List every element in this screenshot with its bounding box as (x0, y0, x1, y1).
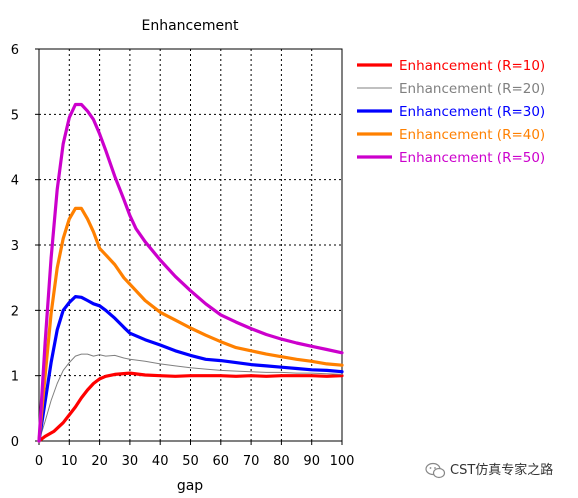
legend-label-5: Enhancement (R=50) (399, 150, 545, 166)
series-layer (37, 102, 344, 443)
watermark: CST仿真专家之路 (425, 462, 553, 479)
series-line-3 (37, 295, 344, 443)
watermark-text: CST仿真专家之路 (450, 462, 553, 478)
x-tick-label: 60 (213, 454, 230, 469)
legend-label-3: Enhancement (R=30) (399, 104, 545, 120)
chart-title: Enhancement (142, 18, 239, 34)
y-tick-label: 4 (11, 174, 19, 189)
x-tick-label: 70 (243, 454, 260, 469)
y-tick-label: 5 (11, 108, 19, 123)
y-tick-label: 6 (11, 43, 19, 58)
legend-label-4: Enhancement (R=40) (399, 127, 545, 143)
x-tick-label: 80 (273, 454, 290, 469)
x-tick-label: 30 (122, 454, 139, 469)
y-tick-label: 1 (11, 370, 19, 385)
grid-layer (39, 49, 342, 441)
x-tick-label: 90 (303, 454, 320, 469)
wechat-logo-icon (425, 462, 446, 479)
series-line-2 (38, 353, 343, 442)
x-tick-label: 0 (35, 454, 43, 469)
series-line-5 (37, 102, 344, 443)
x-tick-label: 100 (330, 454, 355, 469)
y-tick-label: 0 (11, 435, 19, 450)
legend: Enhancement (R=10) Enhancement (R=20) Enha… (357, 58, 545, 166)
text-layer: Enhancement gap (142, 18, 239, 494)
series-line-1 (37, 371, 344, 443)
x-tick-label: 20 (91, 454, 108, 469)
series-line-4 (37, 206, 344, 443)
y-tick-label: 3 (11, 239, 19, 254)
y-tick-label: 2 (11, 304, 19, 319)
x-axis-label: gap (177, 478, 203, 494)
x-tick-label: 50 (182, 454, 199, 469)
x-tick-label: 40 (152, 454, 169, 469)
legend-label-2: Enhancement (R=20) (399, 81, 545, 97)
axis-layer: 0 10 20 30 40 50 60 70 80 90 100 0 1 2 3 4 5 6 (11, 43, 355, 469)
x-tick-label: 10 (61, 454, 78, 469)
legend-label-1: Enhancement (R=10) (399, 58, 545, 74)
